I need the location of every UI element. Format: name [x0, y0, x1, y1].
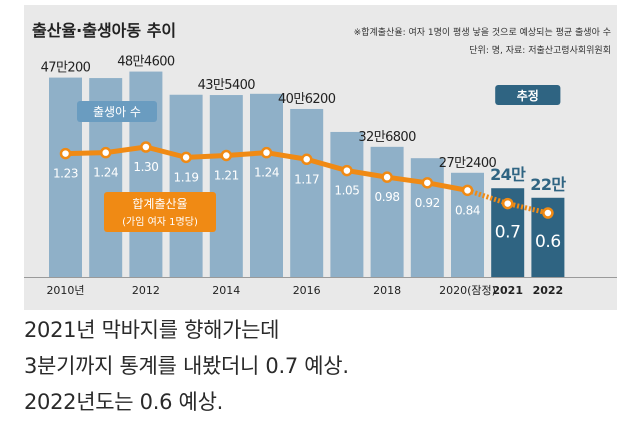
- tfr-label-2010: 1.23: [53, 167, 78, 181]
- forecast-badge-label: 추정: [517, 88, 539, 103]
- bar-label-2020: 27만2400: [439, 156, 497, 171]
- x-tick-2010: 2010년: [46, 284, 84, 297]
- tfr-line-forecast: [466, 187, 549, 216]
- bar-2018: [370, 146, 404, 277]
- tfr-point-2022: [542, 207, 554, 219]
- tfr-point-2014: [220, 149, 233, 162]
- tfr-label-2013: 1.19: [174, 170, 199, 184]
- legend-tfr: [104, 192, 216, 232]
- legend-tfr-sublabel: (가임 여자 1명당): [122, 215, 198, 228]
- caption-line-3: 2022년도는 0.6 예상.: [24, 390, 223, 414]
- bar-2017: [330, 131, 364, 277]
- tfr-point-2020: [461, 184, 474, 197]
- bar-label-2014: 43만5400: [198, 78, 256, 93]
- tfr-label-2022: 0.6: [535, 232, 561, 252]
- caption-line-2: 3분기까지 통계를 내봤더니 0.7 예상.: [24, 354, 349, 378]
- x-tick-2020: 2020(잠정): [439, 284, 496, 297]
- tfr-label-2015: 1.24: [254, 166, 279, 180]
- bar-label-2016: 40만6200: [278, 92, 336, 107]
- tfr-label-2017: 1.05: [334, 184, 359, 198]
- bar-label-2010: 47만200: [41, 61, 91, 76]
- tfr-label-2014: 1.21: [214, 168, 239, 182]
- x-tick-2018: 2018: [373, 284, 401, 297]
- caption-line-1: 2021년 막바지를 향해가는데: [24, 318, 280, 342]
- tfr-point-2021: [501, 197, 514, 210]
- tfr-label-2012: 1.30: [133, 160, 158, 174]
- caption: 2021년 막바지를 향해가는데 3분기까지 통계를 내봤더니 0.7 예상. …: [24, 312, 624, 420]
- chart-note-definition: ※합계출산율: 여자 1명이 평생 낳을 것으로 예상되는 평균 출생아 수: [354, 26, 611, 38]
- bar-label-2012: 48만4600: [117, 55, 175, 70]
- legend-births: [77, 101, 157, 122]
- tfr-point-2016: [300, 153, 313, 166]
- tfr-point-2018: [381, 171, 393, 183]
- tfr-point-2015: [260, 146, 273, 159]
- forecast-badge: [495, 85, 561, 105]
- bar-2015: [250, 93, 283, 277]
- bar-2016: [290, 108, 324, 277]
- chart-title: 출산율·출생아동 추이: [32, 21, 176, 40]
- tfr-point-2012: [140, 141, 152, 153]
- tfr-label-2018: 0.98: [375, 190, 400, 204]
- tfr-point-2017: [341, 164, 353, 177]
- tfr-point-2010: [59, 147, 72, 160]
- tfr-point-2019: [421, 177, 434, 189]
- tfr-label-2019: 0.92: [415, 196, 440, 210]
- chart-note-source: 단위: 명, 자료: 저출산고령사회위원회: [469, 44, 611, 56]
- tfr-label-2011: 1.24: [93, 166, 118, 180]
- bar-label-2022: 22만: [530, 175, 566, 194]
- tfr-label-2020: 0.84: [455, 203, 480, 217]
- bar-2013: [169, 94, 203, 277]
- x-tick-2016: 2016: [293, 284, 321, 297]
- x-tick-2022: 2022: [533, 284, 564, 297]
- tfr-label-2016: 1.17: [294, 172, 319, 186]
- x-tick-2012: 2012: [132, 284, 160, 297]
- birth-rate-chart: 출산율·출생아동 추이 ※합계출산율: 여자 1명이 평생 낳을 것으로 예상되…: [24, 5, 617, 310]
- legend-tfr-label: 합계출산율: [132, 197, 187, 211]
- bar-label-2021: 24만: [490, 165, 526, 184]
- bar-label-2018: 32만6800: [358, 130, 416, 145]
- bar-2010: [49, 77, 82, 277]
- x-tick-2021: 2021: [492, 284, 523, 297]
- tfr-point-2011: [99, 146, 112, 159]
- legend-births-label: 출생아 수: [93, 105, 141, 119]
- bar-2014: [209, 95, 243, 277]
- tfr-point-2013: [180, 151, 192, 164]
- tfr-label-2021: 0.7: [495, 223, 521, 243]
- bar-2019: [410, 158, 444, 277]
- x-tick-2014: 2014: [212, 284, 240, 297]
